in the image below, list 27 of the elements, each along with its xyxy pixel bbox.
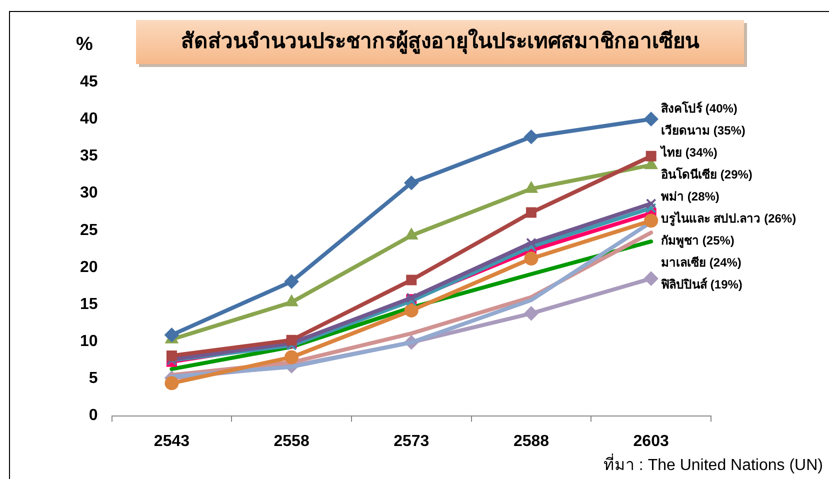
x-tick-label: 2603 [633,432,669,450]
annotation: ไทย (34%) [659,144,718,160]
annotation: กัมพูชา (25%) [661,233,734,248]
y-tick-label: 5 [88,370,98,388]
annotation: บรูไนและ สปป.ลาว (26%) [661,210,796,226]
y-tick-label: 0 [88,407,98,424]
y-tick-label: 25 [80,222,98,239]
x-tick-label: 2543 [154,432,190,450]
x-tick-label: 2588 [513,432,550,450]
y-tick-label: 30 [80,184,98,202]
text: ที่มา : The United Nations (UN) [603,452,823,476]
y-tick-label: 40 [80,110,98,128]
y-axis-title: % [76,34,93,56]
annotation: สิงคโปร์ (40%) [661,100,738,116]
annotation: พม่า (28%) [661,189,720,204]
chart-title: สัดส่วนจำนวนประชากรผู้สูงอายุในประเทศสมาชิกอาเซียน [136,20,744,64]
y-tick-label: 15 [80,296,98,313]
annotation: ฟิลิปปินส์ (19%) [661,277,742,292]
y-tick-label: 35 [80,148,98,165]
x-tick-label: 2558 [274,432,310,450]
y-tick-label: 45 [80,73,98,90]
annotation: เวียดนาม (35%) [661,123,746,138]
x-tick-label: 2573 [394,432,430,450]
y-tick-label: 20 [80,258,98,276]
y-tick-label: 10 [80,333,98,350]
annotation: มาเลเซีย (24%) [661,255,742,270]
annotation: อินโดนีเซีย (29%) [661,166,752,182]
